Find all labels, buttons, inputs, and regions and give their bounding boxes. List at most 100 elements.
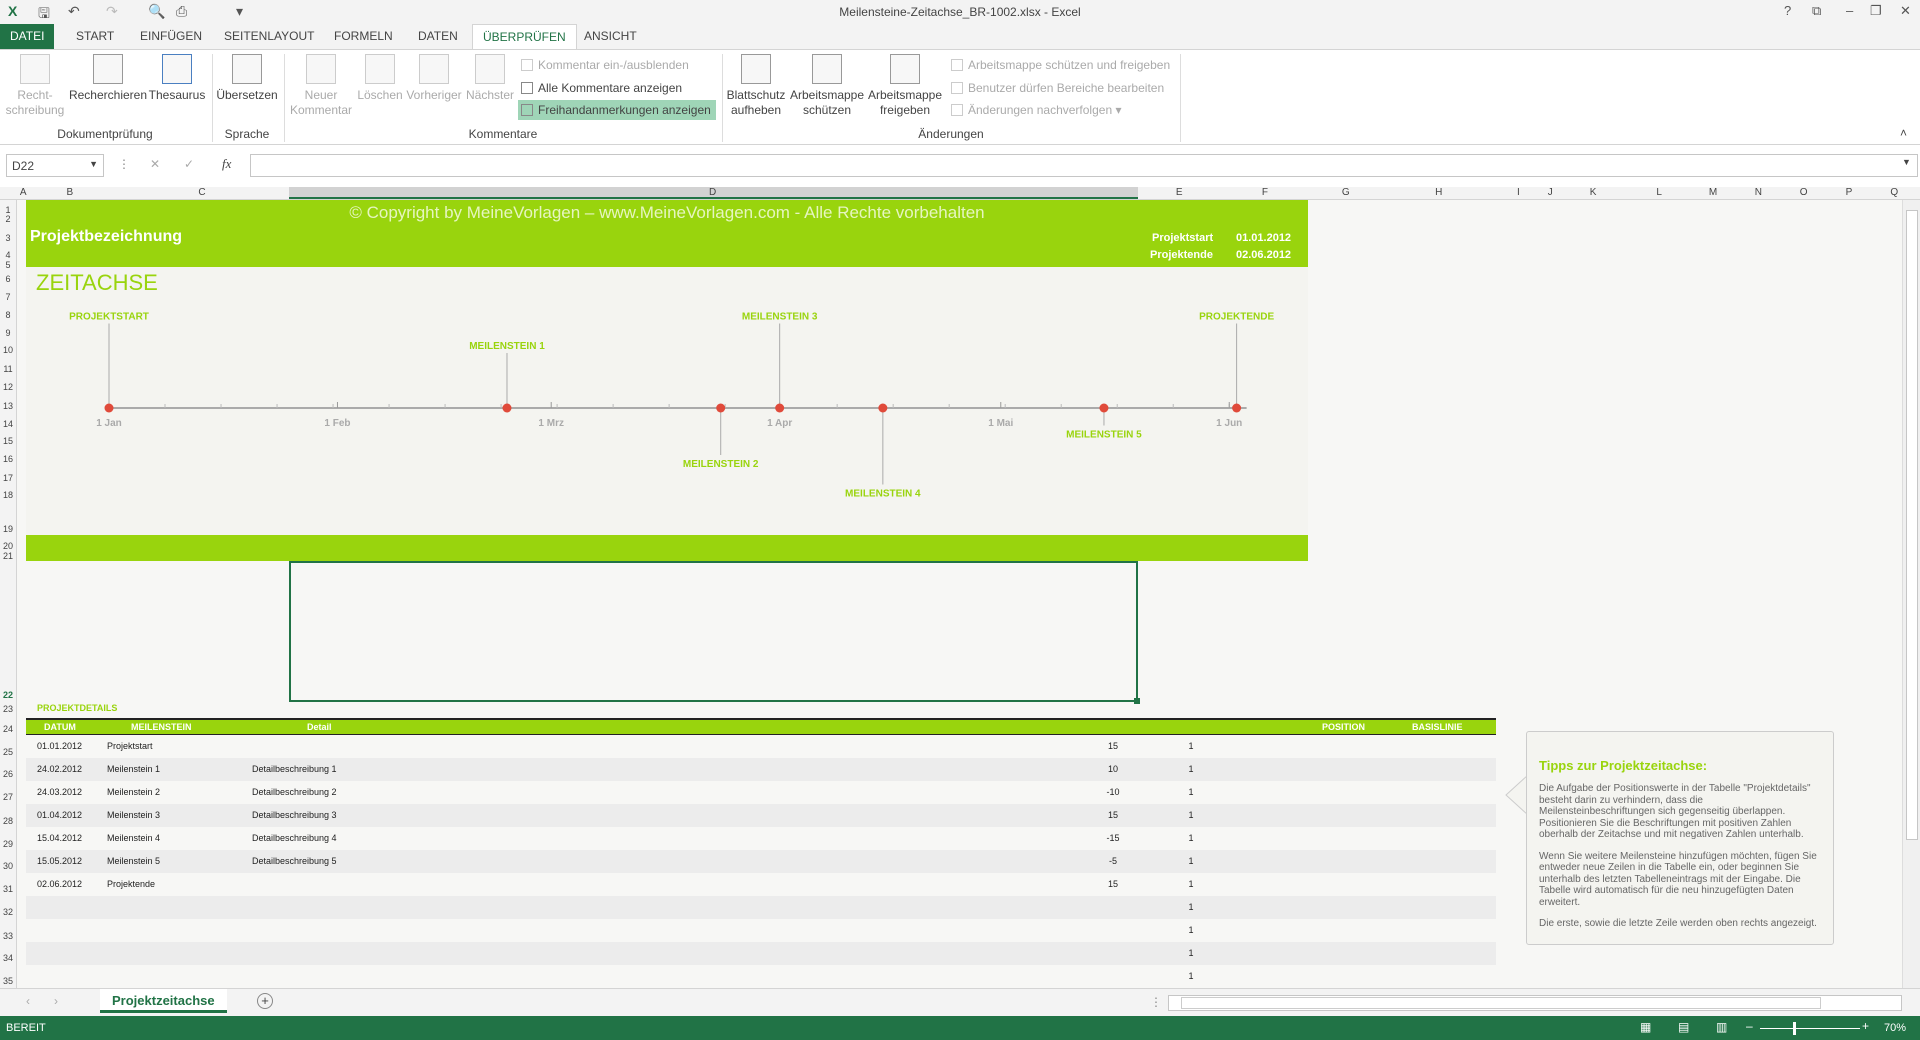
cell-basislinie[interactable]: 1 (1188, 741, 1194, 751)
row-header-2[interactable]: 2 (5, 214, 11, 225)
column-header-N[interactable]: N (1754, 187, 1762, 198)
milestone-label[interactable]: MEILENSTEIN 4 (845, 489, 921, 500)
protect-share-button[interactable]: Arbeitsmappe schützen und freigeben (948, 55, 1178, 75)
cell-meilenstein[interactable]: Meilenstein 5 (107, 856, 161, 866)
help-button[interactable]: ? (1784, 3, 1792, 18)
column-header-Q[interactable]: Q (1890, 187, 1899, 198)
cell-meilenstein[interactable]: Meilenstein 1 (107, 764, 161, 774)
page-break-view-icon[interactable]: ▥ (1716, 1020, 1728, 1034)
unprotect-sheet-button[interactable]: Blattschutz aufheben (724, 54, 788, 118)
collapse-ribbon-icon[interactable]: ˄ (1900, 126, 1908, 140)
row-header-9[interactable]: 9 (5, 328, 11, 339)
project-name[interactable]: Projektbezeichnung (30, 228, 183, 245)
tab-datei[interactable]: DATEI (0, 24, 55, 49)
prev-sheet-icon[interactable]: ‹ (26, 994, 30, 1008)
cell-position[interactable]: -5 (1108, 856, 1117, 866)
tab-daten[interactable]: DATEN (418, 29, 458, 43)
track-changes-button[interactable]: Änderungen nachverfolgen ▾ (948, 100, 1178, 120)
table-row[interactable]: 1 (26, 965, 1496, 988)
cell-basislinie[interactable]: 1 (1188, 856, 1194, 866)
cell-basislinie[interactable]: 1 (1188, 787, 1194, 797)
table-row[interactable]: 1 (26, 919, 1496, 942)
table-row[interactable]: 24.02.2012 Meilenstein 1 Detailbeschreibun… (26, 758, 1496, 781)
expand-formula-icon[interactable]: ▼ (1902, 157, 1911, 167)
cell-detail[interactable]: Detailbeschreibung 4 (252, 833, 337, 843)
column-header-C[interactable]: C (198, 187, 206, 198)
header-basislinie[interactable]: BASISLINIE (1412, 722, 1463, 732)
customize-quick-access-icon[interactable]: ▾ (236, 3, 244, 19)
cell-datum[interactable]: 24.03.2012 (37, 787, 83, 797)
row-header-21[interactable]: 21 (2, 551, 13, 562)
cell-basislinie[interactable]: 1 (1188, 925, 1194, 935)
milestone-label[interactable]: PROJEKTENDE (1199, 312, 1274, 323)
show-ink-button[interactable]: Freihandanmerkungen anzeigen (518, 100, 716, 120)
column-header-A[interactable]: A (19, 187, 27, 198)
column-header-O[interactable]: O (1799, 187, 1808, 198)
maximize-button[interactable]: ❐ (1870, 3, 1882, 18)
row-header-14[interactable]: 14 (2, 418, 13, 429)
row-header-19[interactable]: 19 (2, 524, 13, 535)
row-header-6[interactable]: 6 (5, 274, 11, 285)
cell-position[interactable]: 10 (1107, 764, 1118, 774)
horizontal-scrollbar[interactable] (1168, 995, 1902, 1011)
vertical-scrollbar[interactable] (1902, 200, 1920, 988)
delete-comment-button[interactable]: Löschen (354, 54, 406, 103)
table-row[interactable]: 02.06.2012 Projektende 15 1 (26, 873, 1496, 896)
row-header-11[interactable]: 11 (3, 363, 13, 374)
row-header-10[interactable]: 10 (2, 345, 13, 356)
share-workbook-button[interactable]: Arbeitsmappe freigeben (866, 54, 944, 118)
zoom-slider-thumb[interactable] (1793, 1022, 1796, 1035)
column-header-F[interactable]: F (1261, 187, 1268, 198)
cell-basislinie[interactable]: 1 (1188, 971, 1194, 981)
cell-datum[interactable]: 24.02.2012 (37, 764, 83, 774)
cell-meilenstein[interactable]: Meilenstein 2 (107, 787, 161, 797)
next-comment-button[interactable]: Nächster (462, 54, 518, 103)
row-header-24[interactable]: 24 (2, 723, 13, 734)
milestone-label[interactable]: MEILENSTEIN 1 (469, 341, 545, 352)
print-preview-icon[interactable]: 🔍 (148, 3, 166, 19)
column-header-J[interactable]: J (1547, 187, 1553, 198)
row-header-5[interactable]: 5 (5, 259, 11, 270)
table-row[interactable]: 15.04.2012 Meilenstein 4 Detailbeschreibun… (26, 827, 1496, 850)
row-header-27[interactable]: 27 (2, 792, 13, 803)
add-sheet-button[interactable]: + (257, 993, 273, 1009)
column-header-P[interactable]: P (1845, 187, 1853, 198)
cell-meilenstein[interactable]: Projektende (107, 879, 156, 889)
minimize-button[interactable]: – (1846, 3, 1854, 18)
column-header-M[interactable]: M (1708, 187, 1718, 198)
column-header-D[interactable]: D (709, 187, 717, 198)
column-header-I[interactable]: I (1516, 187, 1520, 198)
tab-seitenlayout[interactable]: SEITENLAYOUT (224, 29, 315, 43)
header-meilenstein[interactable]: MEILENSTEIN (131, 722, 192, 732)
column-header-B[interactable]: B (66, 187, 74, 198)
row-header-34[interactable]: 34 (2, 952, 13, 963)
cell-detail[interactable]: Detailbeschreibung 5 (252, 856, 337, 866)
cell-position[interactable]: -15 (1106, 833, 1120, 843)
row-header-25[interactable]: 25 (2, 747, 13, 758)
row-header-29[interactable]: 29 (2, 838, 13, 849)
row-header-15[interactable]: 15 (2, 436, 13, 447)
row-header-16[interactable]: 16 (2, 454, 13, 465)
normal-view-icon[interactable]: ▦ (1640, 1020, 1652, 1034)
cell-meilenstein[interactable]: Projektstart (107, 741, 153, 751)
tab-start[interactable]: START (76, 29, 115, 43)
cell-datum[interactable]: 15.05.2012 (37, 856, 83, 866)
row-header-8[interactable]: 8 (5, 309, 11, 320)
close-button[interactable]: ✕ (1900, 3, 1911, 18)
column-header-G[interactable]: G (1341, 187, 1350, 198)
research-button[interactable]: Recherchieren (68, 54, 148, 103)
row-header-17[interactable]: 17 (2, 472, 13, 483)
milestone-label[interactable]: MEILENSTEIN 5 (1066, 430, 1142, 441)
column-header-H[interactable]: H (1435, 187, 1443, 198)
fill-handle[interactable] (1134, 698, 1140, 704)
cell-basislinie[interactable]: 1 (1188, 833, 1194, 843)
cell-position[interactable]: 15 (1107, 741, 1118, 751)
row-header-31[interactable]: 31 (2, 884, 13, 895)
cell-basislinie[interactable]: 1 (1188, 764, 1194, 774)
sheet-tab-projektzeitachse[interactable]: Projektzeitachse (100, 989, 227, 1013)
table-row[interactable]: 01.04.2012 Meilenstein 3 Detailbeschreibun… (26, 804, 1496, 827)
row-header-23[interactable]: 23 (2, 704, 13, 715)
row-header-35[interactable]: 35 (2, 976, 13, 987)
table-row[interactable]: 01.01.2012 Projektstart 15 1 (26, 735, 1496, 758)
header-detail[interactable]: Detail (307, 722, 332, 732)
